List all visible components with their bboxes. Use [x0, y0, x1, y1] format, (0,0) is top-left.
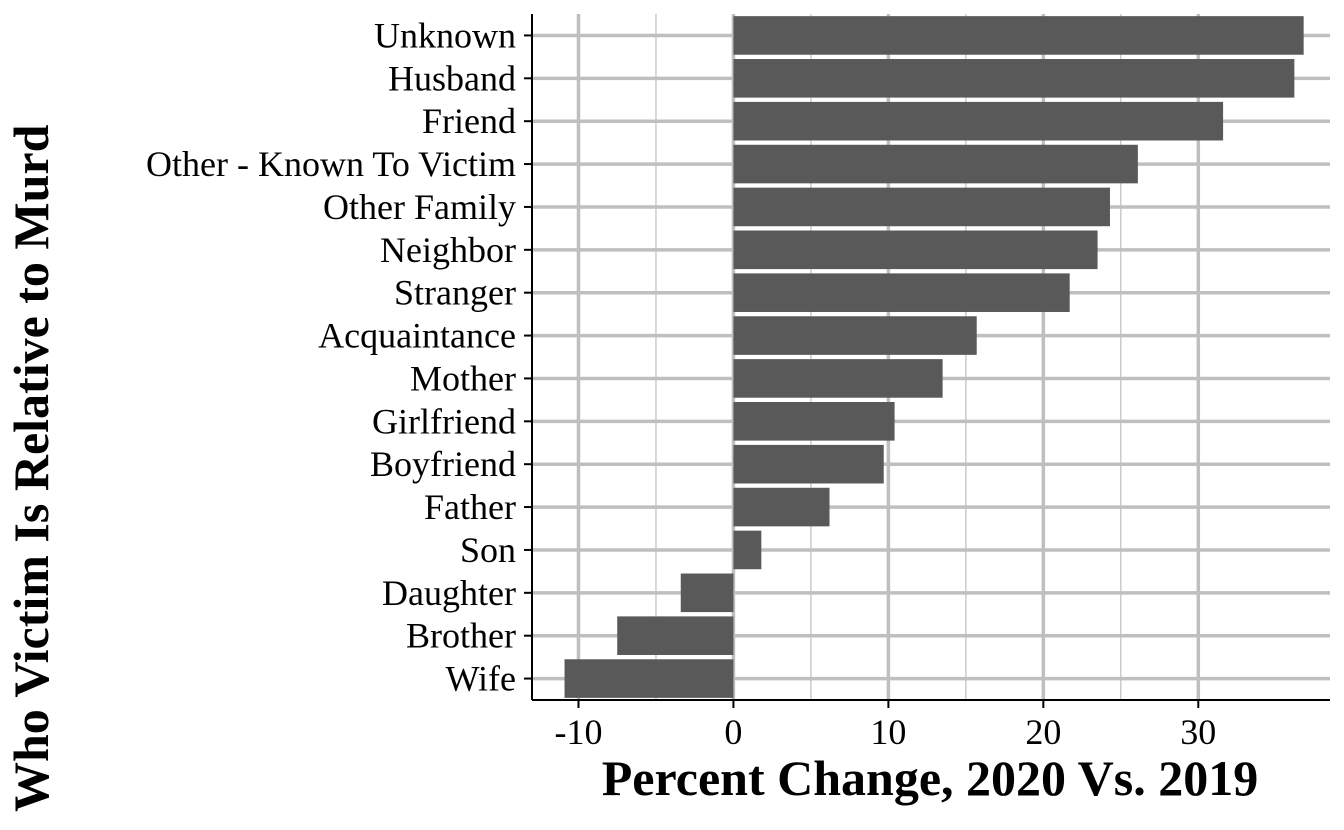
- y-tick-label: Other Family: [323, 187, 516, 227]
- y-tick-label: Daughter: [382, 573, 516, 613]
- y-tick-label: Girlfriend: [372, 401, 516, 441]
- x-axis-title: Percent Change, 2020 Vs. 2019: [602, 750, 1258, 806]
- bar: [680, 573, 734, 613]
- y-tick-label: Boyfriend: [370, 444, 516, 484]
- axes: [524, 14, 1330, 708]
- x-tick-label: 10: [870, 712, 906, 752]
- x-tick-label: 0: [724, 712, 742, 752]
- bar: [733, 101, 1224, 141]
- y-tick-label: Brother: [406, 616, 516, 656]
- bar: [733, 316, 977, 355]
- y-axis-title: Who Victim Is Relative to Murd: [3, 124, 59, 812]
- bar: [733, 444, 884, 484]
- y-tick-label: Father: [424, 487, 516, 527]
- y-tick-label: Son: [460, 530, 516, 570]
- x-tick-label: -10: [554, 712, 602, 752]
- y-tick-label: Other - Known To Victim: [146, 144, 516, 184]
- x-tick-label: 20: [1025, 712, 1061, 752]
- bar: [733, 187, 1110, 227]
- bar: [733, 402, 895, 441]
- bar: [733, 16, 1304, 55]
- bar: [564, 659, 734, 698]
- y-tick-label: Stranger: [394, 273, 516, 313]
- bar: [617, 616, 734, 655]
- y-tick-label: Unknown: [374, 15, 516, 55]
- bar: [733, 59, 1295, 98]
- x-tick-labels: -10 0 10 20 30: [554, 712, 1216, 752]
- bar: [733, 487, 830, 527]
- bar: [733, 230, 1098, 270]
- x-tick-label: 30: [1180, 712, 1216, 752]
- bars: [564, 16, 1304, 698]
- y-tick-label: Wife: [445, 659, 516, 699]
- bar: [733, 359, 943, 398]
- y-tick-label: Neighbor: [380, 230, 516, 270]
- y-tick-label: Friend: [422, 101, 516, 141]
- bar: [733, 530, 762, 570]
- y-tick-label: Acquaintance: [318, 316, 516, 356]
- bar: [733, 144, 1138, 184]
- bar: [733, 273, 1070, 312]
- y-tick-label: Husband: [388, 58, 516, 98]
- y-tick-label: Mother: [410, 358, 516, 398]
